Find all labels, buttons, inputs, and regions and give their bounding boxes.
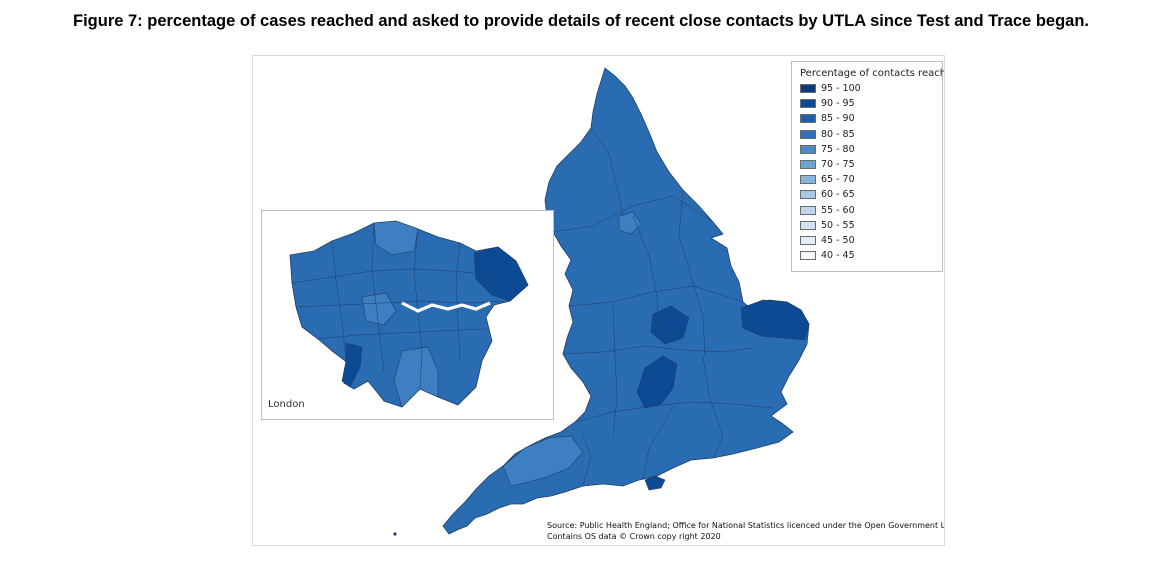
legend-item: 95 - 100: [800, 81, 942, 96]
borough-dark-east: [473, 246, 529, 302]
legend-item: 65 - 70: [800, 172, 942, 187]
legend-swatch: [800, 129, 816, 139]
england-mainland: [442, 67, 810, 535]
legend-swatch: [800, 235, 816, 245]
map-frame: London Percentage of contacts reached 95…: [252, 55, 945, 546]
legend-swatch: [800, 220, 816, 230]
river-thames: [401, 301, 491, 313]
borough-boundaries: [291, 222, 511, 390]
utla-boundaries: [552, 127, 774, 487]
isles-of-scilly: [393, 532, 397, 536]
legend-item: 40 - 45: [800, 248, 942, 263]
legend-label: 45 - 50: [821, 234, 855, 246]
region-central-dark: [636, 355, 678, 409]
legend-label: 80 - 85: [821, 128, 855, 140]
region-north-light: [618, 211, 642, 235]
legend-swatch: [800, 251, 816, 261]
legend-swatch: [800, 114, 816, 124]
source-line-2: Contains OS data © Crown copy right 2020: [547, 531, 721, 541]
legend-item: 75 - 80: [800, 142, 942, 157]
region-southwest-light: [502, 435, 584, 487]
legend-item: 70 - 75: [800, 157, 942, 172]
legend-label: 90 - 95: [821, 98, 855, 110]
legend-item: 50 - 55: [800, 218, 942, 233]
legend-label: 50 - 55: [821, 219, 855, 231]
legend-label: 70 - 75: [821, 159, 855, 171]
legend-label: 85 - 90: [821, 113, 855, 125]
source-note: Source: Public Health England; Office fo…: [547, 521, 945, 542]
legend-label: 75 - 80: [821, 143, 855, 155]
legend-label: 60 - 65: [821, 189, 855, 201]
legend-label: 55 - 60: [821, 204, 855, 216]
legend-swatch: [800, 84, 816, 94]
legend-item: 55 - 60: [800, 203, 942, 218]
legend-title: Percentage of contacts reached: [800, 68, 945, 79]
borough-light-central: [361, 292, 397, 326]
legend-rows: 95 - 100 90 - 95 85 - 90 80 - 85 75 - 80 70 -…: [800, 81, 942, 263]
legend-item: 85 - 90: [800, 111, 942, 126]
region-midlands-dark: [650, 305, 690, 345]
legend-item: 90 - 95: [800, 96, 942, 111]
england-map: [393, 67, 810, 536]
legend-swatch: [800, 190, 816, 200]
figure-title: Figure 7: percentage of cases reached an…: [73, 12, 1089, 30]
london-inset: London: [261, 210, 554, 420]
london-map: [289, 220, 529, 408]
legend-item: 60 - 65: [800, 187, 942, 202]
inset-label: London: [268, 399, 305, 410]
legend: Percentage of contacts reached 95 - 100 9…: [791, 61, 945, 272]
legend-swatch: [800, 175, 816, 185]
source-line-1: Source: Public Health England; Office fo…: [547, 521, 945, 530]
legend-item: 45 - 50: [800, 233, 942, 248]
legend-label: 65 - 70: [821, 174, 855, 186]
legend-label: 40 - 45: [821, 250, 855, 262]
legend-swatch: [800, 99, 816, 109]
region-east-anglia: [740, 299, 810, 341]
isle-of-wight: [644, 475, 666, 491]
legend-item: 80 - 85: [800, 127, 942, 142]
legend-swatch: [800, 160, 816, 170]
legend-swatch: [800, 205, 816, 215]
borough-light-north: [373, 220, 419, 256]
borough-light-south: [393, 346, 439, 408]
legend-label: 95 - 100: [821, 83, 861, 95]
legend-swatch: [800, 144, 816, 154]
